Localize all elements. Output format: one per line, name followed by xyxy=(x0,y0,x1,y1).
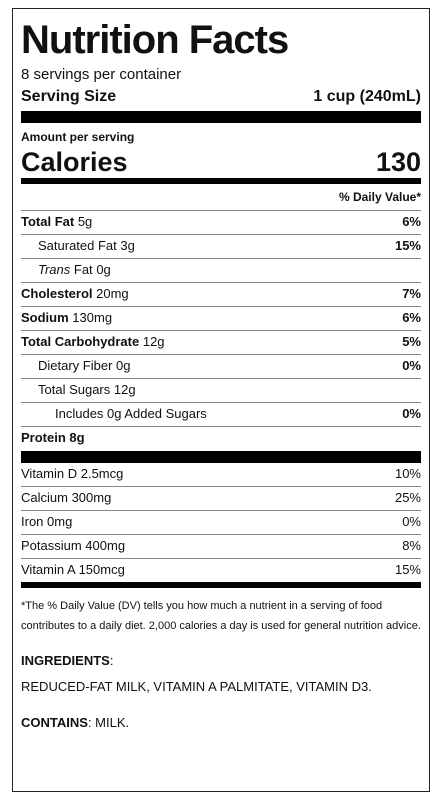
nutrient-row-total-sugars: Total Sugars 12g xyxy=(21,378,421,402)
nutrient-row-total-fat: Total Fat 5g 6% xyxy=(21,210,421,234)
nutrient-row-cholesterol: Cholesterol 20mg 7% xyxy=(21,282,421,306)
nutrient-dv: 6% xyxy=(402,310,421,325)
nutrient-dv: 0% xyxy=(402,358,421,373)
nutrition-facts-label: Nutrition Facts 8 servings per container… xyxy=(12,8,430,792)
nutrient-dv: 5% xyxy=(402,334,421,349)
ingredients-text: REDUCED-FAT MILK, VITAMIN A PALMITATE, V… xyxy=(21,679,372,694)
nutrient-row-added-sugars: Includes 0g Added Sugars 0% xyxy=(21,402,421,426)
medium-divider xyxy=(21,582,421,588)
nutrient-dv: 0% xyxy=(402,406,421,421)
thick-divider xyxy=(21,111,421,123)
contains-section: CONTAINS: MILK. xyxy=(21,712,421,734)
nutrient-row-dietary-fiber: Dietary Fiber 0g 0% xyxy=(21,354,421,378)
thick-divider xyxy=(21,451,421,463)
vitamin-row-calcium: Calcium 300mg 25% xyxy=(21,486,421,510)
nutrient-dv: 6% xyxy=(402,214,421,229)
calories-value: 130 xyxy=(375,147,421,177)
label-title: Nutrition Facts xyxy=(21,18,289,62)
calories-label: Calories xyxy=(21,147,128,177)
serving-size-row: Serving Size 1 cup (240mL) xyxy=(21,87,421,107)
contains-heading: CONTAINS xyxy=(21,715,88,730)
ingredients-heading: INGREDIENTS xyxy=(21,653,110,668)
daily-value-footnote: *The % Daily Value (DV) tells you how mu… xyxy=(21,600,421,632)
calories-row: Calories 130 xyxy=(21,146,421,178)
vitamin-row-d: Vitamin D 2.5mcg 10% xyxy=(21,466,421,481)
amount-per-serving: Amount per serving xyxy=(21,130,135,144)
nutrient-row-protein: Protein 8g xyxy=(21,426,421,451)
vitamin-row-a: Vitamin A 150mcg 15% xyxy=(21,558,421,582)
vitamin-row-potassium: Potassium 400mg 8% xyxy=(21,534,421,558)
servings-per-container: 8 servings per container xyxy=(21,66,182,83)
vitamin-row-iron: Iron 0mg 0% xyxy=(21,510,421,534)
nutrient-dv: 15% xyxy=(394,238,421,253)
serving-size-label: Serving Size xyxy=(21,88,117,105)
daily-value-header: % Daily Value* xyxy=(338,190,421,204)
nutrient-row-trans-fat: Trans Fat 0g xyxy=(21,258,421,282)
nutrient-row-total-carbohydrate: Total Carbohydrate 12g 5% xyxy=(21,330,421,354)
serving-size-value: 1 cup (240mL) xyxy=(313,88,421,105)
nutrient-row-saturated-fat: Saturated Fat 3g 15% xyxy=(21,234,421,258)
nutrient-dv: 7% xyxy=(402,286,421,301)
nutrient-row-sodium: Sodium 130mg 6% xyxy=(21,306,421,330)
medium-divider xyxy=(21,178,421,184)
ingredients-section: INGREDIENTS: xyxy=(21,653,114,668)
contains-text: : MILK. xyxy=(87,715,130,730)
